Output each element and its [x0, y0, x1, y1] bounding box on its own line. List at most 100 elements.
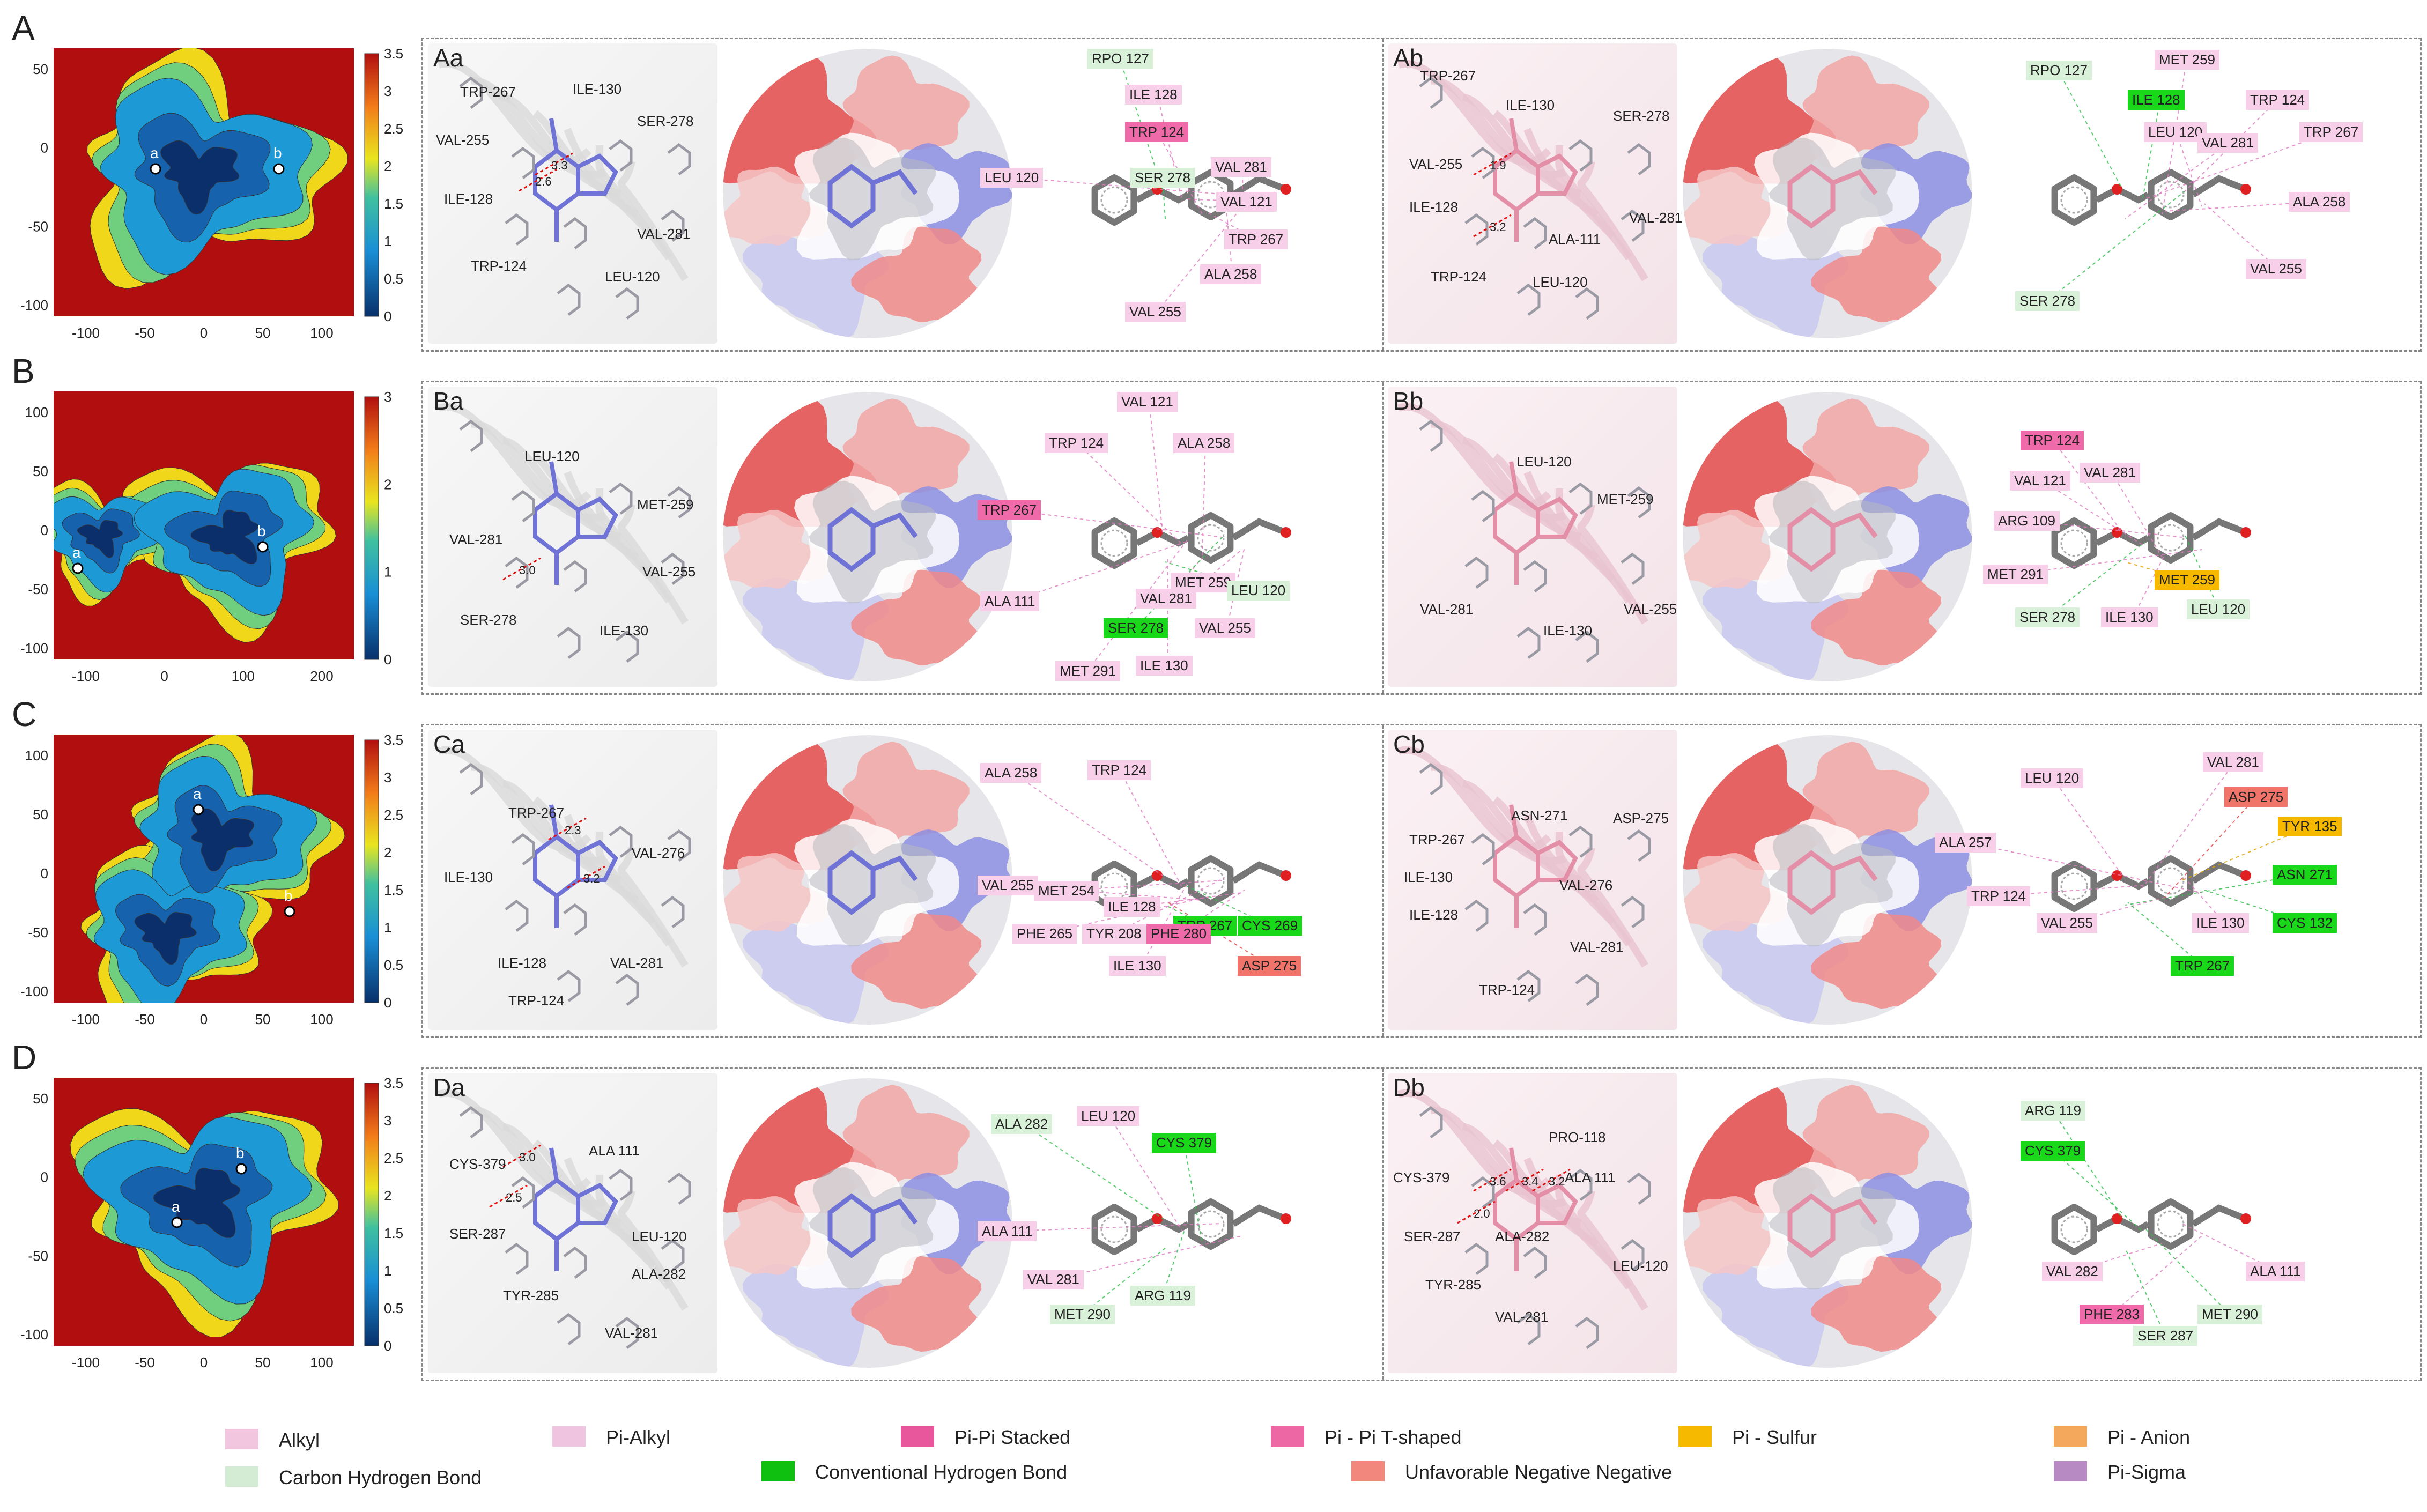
y-tick-label: 50	[33, 463, 48, 479]
legend-label: Pi-Sigma	[2107, 1461, 2186, 1483]
colorbar-tick-label: 1.5	[384, 1225, 403, 1241]
x-tick-label: 100	[310, 1011, 333, 1027]
minimum-marker	[150, 163, 161, 175]
y-tick-label: 50	[33, 61, 48, 77]
residue-label: SER-287	[449, 1226, 506, 1242]
y-tick-label: 0	[41, 1169, 48, 1185]
2d-interaction-diagram: ALA 282 LEU 120 CYS 379 ALA 111 VAL 281 MET 2…	[975, 1069, 1382, 1380]
y-tick-label: -50	[28, 218, 48, 234]
residue-label: TRP-267	[460, 84, 516, 100]
residue-label: LEU-120	[1533, 274, 1588, 290]
colorbar-tick-label: 2.5	[384, 807, 403, 823]
colorbar	[364, 739, 379, 1003]
residue-label: VAL-281	[1420, 601, 1474, 617]
residue-chip: CYS 132	[2273, 913, 2337, 933]
legend-label: Pi - Pi T-shaped	[1325, 1426, 1462, 1448]
legend-swatch	[2054, 1426, 2087, 1447]
residue-chip: ASN 271	[2273, 865, 2337, 885]
residue-label: ILE-128	[1409, 907, 1459, 923]
residue-label: LEU-120	[1613, 1258, 1668, 1274]
colorbar-tick-label: 1.5	[384, 882, 403, 898]
legend-swatch	[901, 1426, 934, 1447]
residue-chip: LEU 120	[2187, 599, 2250, 619]
3d-binding-pose: LEU-120 MET-259 VAL-281 VAL-255 SER-278 ILE-1…	[428, 387, 717, 687]
residue-label: ILE-130	[1404, 869, 1453, 885]
colorbar-tick-label: 2.5	[384, 121, 403, 137]
legend-swatch	[1678, 1426, 1712, 1447]
hbond-distance: 2.5	[506, 1191, 522, 1204]
panel-label: Da	[433, 1073, 465, 1101]
residue-label: ILE-130	[1506, 97, 1555, 113]
3d-binding-pose: TRP-267 ILE-130 SER-278 VAL-255 ILE-128 VAL-2…	[1388, 43, 1682, 344]
minimum-label: a	[150, 145, 159, 161]
residue-chip: MET 259	[2155, 570, 2220, 590]
residue-chip: MET 291	[1055, 661, 1121, 681]
residue-chip: VAL 281	[2197, 133, 2258, 153]
residue-chip: TRP 267	[2299, 122, 2363, 142]
residue-chip: MET 259	[1171, 573, 1236, 592]
residue-label: ILE-130	[444, 869, 493, 885]
minimum-label: b	[273, 145, 282, 161]
y-tick-label: -50	[28, 924, 48, 940]
residue-chip: ASP 275	[2224, 787, 2288, 807]
residue-chip: TRP 124	[1967, 886, 2031, 906]
residue-chip: LEU 120	[2144, 122, 2207, 142]
x-tick-label: 200	[310, 668, 333, 684]
2d-interaction-diagram: ARG 119 CYS 379 VAL 282 ALA 111 PHE 283 SER 2…	[1935, 1069, 2342, 1380]
y-tick-label: -100	[20, 640, 48, 656]
residue-chip: ALA 111	[980, 591, 1040, 611]
electrostatic-surface	[1683, 1078, 1972, 1368]
residue-label: ILE-130	[1543, 622, 1593, 639]
x-tick-label: -50	[135, 325, 155, 341]
colorbar	[364, 396, 379, 660]
legend-swatch	[1271, 1426, 1304, 1447]
residue-label: TRP-267	[1409, 832, 1466, 848]
residue-chip: TRP 124	[1125, 122, 1189, 142]
residue-chip: SER 278	[1130, 168, 1195, 188]
residue-chip: LEU 120	[1227, 581, 1290, 601]
y-tick-label: -100	[20, 297, 48, 313]
y-tick-label: 100	[25, 404, 48, 420]
residue-chip: SER 278	[1104, 618, 1168, 638]
residue-chip: VAL 121	[1117, 392, 1178, 412]
minimum-label: b	[284, 887, 293, 904]
colorbar-tick-label: 1	[384, 920, 391, 936]
residue-label: VAL-255	[436, 132, 490, 148]
residue-label: VAL-281	[1629, 210, 1683, 226]
residue-chip: ALA 258	[2289, 192, 2350, 212]
residue-chip: MET 290	[2197, 1305, 2263, 1324]
residue-chip: VAL 121	[2010, 471, 2070, 491]
residue-label: MET-259	[637, 496, 694, 513]
2d-interaction-diagram: TRP 124 VAL 121 VAL 281 ARG 109 MET 291 MET 2…	[1935, 382, 2342, 693]
residue-chip: RPO 127	[1087, 49, 1153, 69]
row-label: C	[12, 695, 37, 733]
residue-label: ALA-282	[632, 1266, 686, 1282]
electrostatic-surface	[1683, 735, 1972, 1025]
residue-chip: CYS 379	[2021, 1141, 2085, 1161]
minimum-label: b	[236, 1145, 245, 1161]
residue-chip: ALA 258	[980, 763, 1042, 783]
x-tick-label: -50	[135, 1354, 155, 1370]
2d-interaction-diagram: RPO 127 ILE 128 MET 259 TRP 124 LEU 120 VAL 2…	[1935, 39, 2363, 350]
residue-chip: VAL 255	[978, 876, 1038, 895]
hbond-distance: 3.2	[1490, 220, 1506, 234]
colorbar	[364, 53, 379, 317]
minimum-label: a	[172, 1198, 180, 1215]
legend-label: Conventional Hydrogen Bond	[815, 1461, 1068, 1483]
colorbar-tick-label: 2	[384, 476, 391, 492]
residue-label: SER-287	[1404, 1228, 1461, 1244]
hbond-distance: 3.0	[519, 1151, 536, 1164]
residue-chip: ILE 130	[1109, 956, 1166, 976]
x-tick-label: 0	[160, 668, 168, 684]
residue-chip: CYS 269	[1238, 916, 1303, 936]
electrostatic-surface	[723, 1078, 1012, 1368]
electrostatic-surface	[723, 392, 1012, 681]
3d-binding-pose: TRP-267 VAL-276 ILE-130 ILE-128 VAL-281 TRP-1…	[428, 730, 717, 1030]
x-tick-label: -100	[72, 1354, 100, 1370]
y-tick-label: -50	[28, 1248, 48, 1264]
minimum-marker	[171, 1217, 183, 1228]
x-tick-label: 0	[200, 1354, 208, 1370]
colorbar-tick-label: 2.5	[384, 1150, 403, 1166]
